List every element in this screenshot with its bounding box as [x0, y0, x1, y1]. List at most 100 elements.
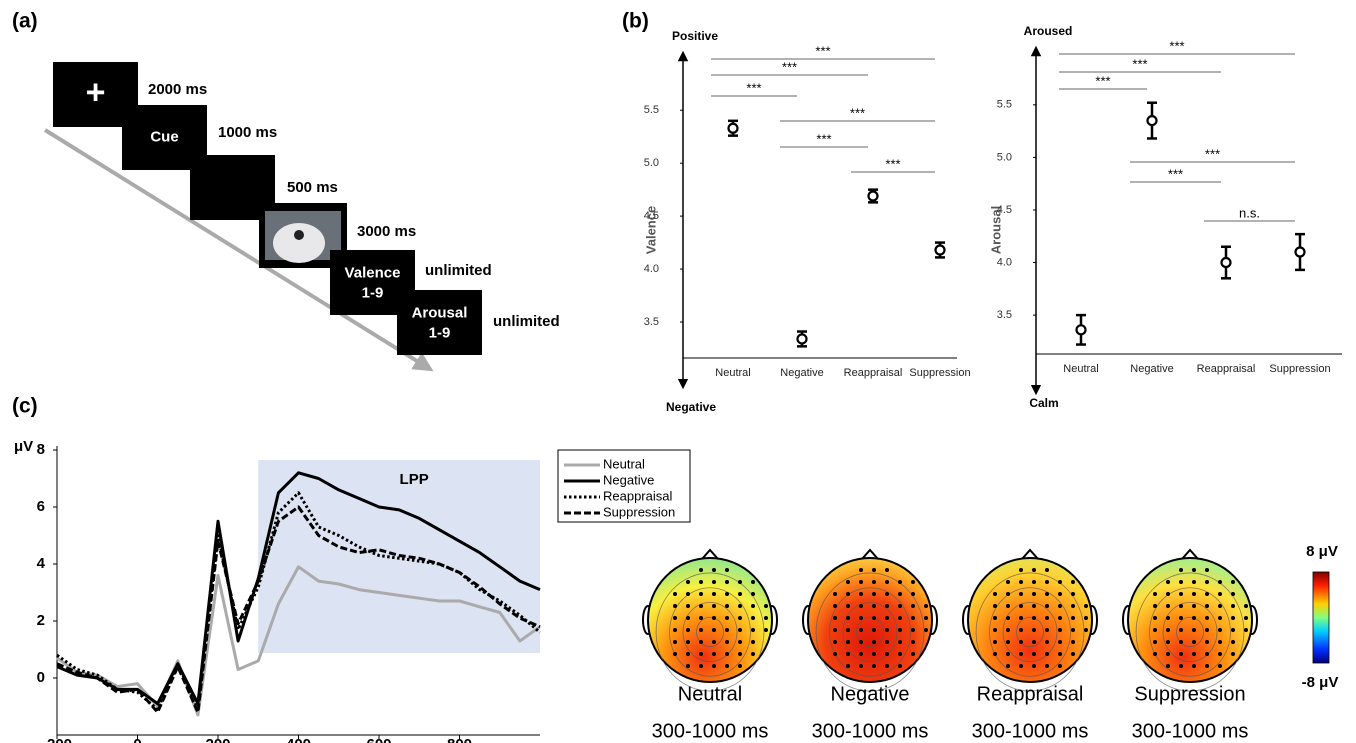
electrode [1032, 652, 1036, 656]
electrode [725, 604, 729, 608]
electrode [712, 652, 716, 656]
axis-bottom-label: Calm [1029, 396, 1058, 410]
electrode [872, 628, 876, 632]
electrode [833, 592, 837, 596]
step-label: Cue [150, 128, 178, 145]
electrode [1231, 640, 1235, 644]
panel-label: (b) [622, 10, 649, 33]
electrode [859, 664, 863, 668]
colorbar-min: -8 μV [1302, 674, 1339, 691]
electrode [751, 652, 755, 656]
significance-label: n.s. [1239, 205, 1260, 220]
electrode [738, 580, 742, 584]
electrode [699, 568, 703, 572]
electrode [1019, 640, 1023, 644]
electrode [898, 604, 902, 608]
electrode [898, 592, 902, 596]
electrode [885, 652, 889, 656]
step-label: + [86, 73, 106, 111]
electrode [1058, 652, 1062, 656]
electrode [699, 652, 703, 656]
electrode [1231, 604, 1235, 608]
electrode [699, 592, 703, 596]
electrode [1231, 592, 1235, 596]
electrode [1179, 616, 1183, 620]
electrode [1192, 568, 1196, 572]
electrode [1045, 664, 1049, 668]
electrode [1006, 604, 1010, 608]
electrode [686, 640, 690, 644]
electrode [872, 580, 876, 584]
mean-marker [1294, 246, 1306, 258]
electrode [911, 640, 915, 644]
y-tick-label: 4 [37, 555, 46, 572]
electrode [1166, 640, 1170, 644]
electrode [712, 592, 716, 596]
electrode [751, 580, 755, 584]
contour [856, 616, 884, 648]
electrode [712, 628, 716, 632]
electrode [1166, 664, 1170, 668]
electrode [686, 604, 690, 608]
x-tick-label: Suppression [909, 367, 970, 379]
x-tick-label: 200 [205, 736, 230, 743]
electrode [859, 592, 863, 596]
contour [842, 602, 898, 662]
electrode [846, 664, 850, 668]
electrode [673, 640, 677, 644]
electrode [1244, 628, 1248, 632]
contour [989, 587, 1071, 677]
y-tick-label: 3.5 [997, 309, 1012, 321]
electrode [1032, 568, 1036, 572]
electrode [673, 628, 677, 632]
electrode [1218, 664, 1222, 668]
electrode [1045, 580, 1049, 584]
electrode [846, 604, 850, 608]
electrode [764, 604, 768, 608]
window-label: 300-1000 ms [1132, 720, 1249, 742]
electrode [859, 616, 863, 620]
electrode [1192, 640, 1196, 644]
electrode [1006, 664, 1010, 668]
electrode [725, 640, 729, 644]
electrode [1071, 604, 1075, 608]
electrode [1153, 604, 1157, 608]
electrode [885, 580, 889, 584]
electrode [885, 592, 889, 596]
erp-line [56, 491, 541, 711]
electrode [686, 580, 690, 584]
electrode [911, 604, 915, 608]
x-tick-label: 0 [133, 736, 141, 743]
contour [815, 572, 925, 692]
electrode [686, 652, 690, 656]
legend-label: Neutral [603, 456, 645, 471]
electrode [699, 664, 703, 668]
significance-label: *** [782, 59, 797, 74]
nose [1021, 548, 1039, 560]
electrode [725, 580, 729, 584]
contour [1162, 602, 1218, 662]
step-duration: 500 ms [287, 179, 338, 196]
step-duration: 2000 ms [148, 81, 207, 98]
electrode [846, 580, 850, 584]
electrode [859, 640, 863, 644]
electrode [1032, 628, 1036, 632]
electrode [1166, 652, 1170, 656]
electrode [924, 604, 928, 608]
electrode [1006, 616, 1010, 620]
electrode [738, 604, 742, 608]
legend-box [557, 449, 691, 523]
electrode [859, 568, 863, 572]
step-duration: unlimited [493, 313, 560, 330]
x-tick-label: -200 [42, 736, 72, 743]
mean-marker [867, 190, 879, 202]
electrode [1244, 604, 1248, 608]
electrode [686, 628, 690, 632]
x-tick-label: 800 [447, 736, 472, 743]
electrode [673, 604, 677, 608]
electrode [738, 664, 742, 668]
electrode [1179, 580, 1183, 584]
erp-line [56, 565, 541, 717]
topomap [1127, 557, 1253, 683]
